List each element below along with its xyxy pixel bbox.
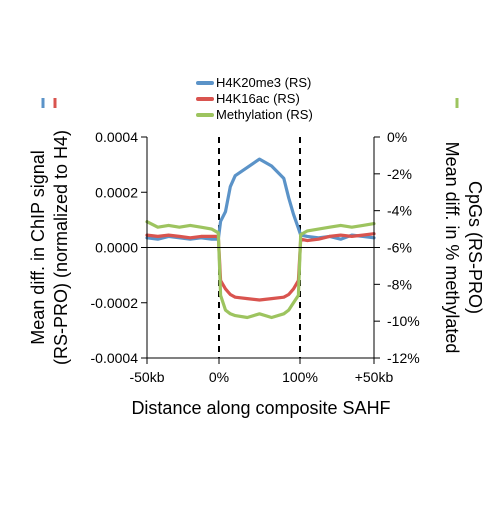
right-tick-label: -4%	[387, 203, 412, 219]
left-tick-label: 0.0000	[95, 240, 138, 256]
right-tick-label: -12%	[387, 350, 420, 366]
left-tick-label: -0.0002	[91, 295, 139, 311]
x-axis-title: Distance along composite SAHF	[131, 398, 390, 418]
right-axis-title-line: Mean diff. in % methylated	[442, 142, 462, 354]
left-tick-label: 0.0002	[95, 184, 138, 200]
x-tick-label: -50kb	[129, 369, 164, 385]
legend-label: Methylation (RS)	[216, 107, 313, 122]
right-tick-label: -10%	[387, 313, 420, 329]
legend-label: H4K20me3 (RS)	[216, 75, 311, 90]
left-tick-label: -0.0004	[91, 350, 139, 366]
right-tick-label: 0%	[387, 129, 407, 145]
series-line-methylation	[145, 220, 376, 320]
right-tick-label: -2%	[387, 166, 412, 182]
left-tick-label: 0.0004	[95, 129, 138, 145]
labels: 0.0004 0.0002 0.0000 -0.0002 -0.0004 0% -2% -4%…	[28, 129, 485, 418]
x-tick-label: +50kb	[355, 369, 394, 385]
right-tick-label: -6%	[387, 240, 412, 256]
x-tick-label: 100%	[282, 369, 318, 385]
legend: H4K20me3 (RS)H4K16ac (RS)Methylation (RS…	[41, 75, 459, 122]
right-tick-label: -8%	[387, 276, 412, 292]
series-lines	[145, 157, 376, 320]
right-axis-title-line: CpGs (RS-PRO)	[465, 181, 485, 314]
left-axis-title-line: (RS-PRO) (normalized to H4)	[51, 130, 71, 365]
axes	[141, 136, 380, 364]
x-tick-label: 0%	[209, 369, 229, 385]
legend-label: H4K16ac (RS)	[216, 91, 300, 106]
left-axis-title-line: Mean diff. in ChIP signal	[28, 150, 48, 344]
series-line-h4k16ac	[145, 232, 376, 302]
